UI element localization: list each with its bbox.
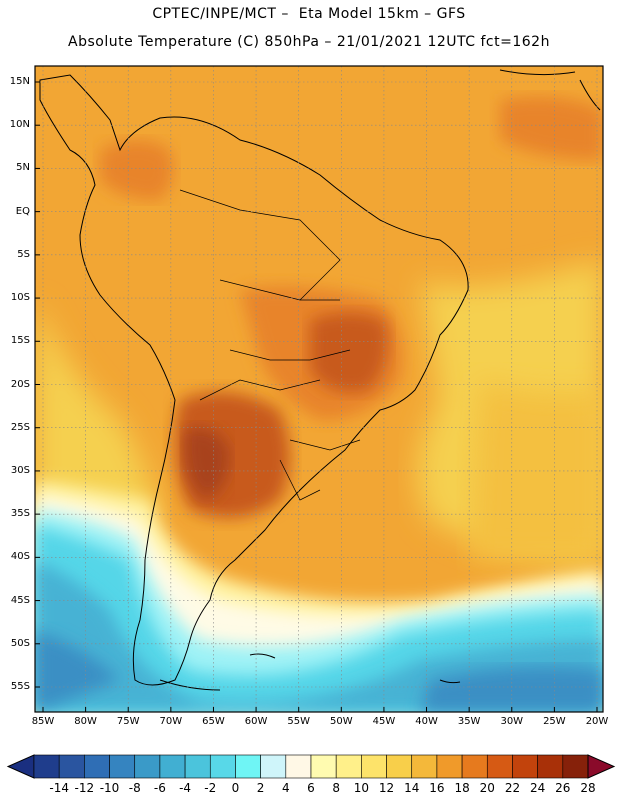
colorbar-label: 24: [529, 781, 546, 795]
colorbar-label: 6: [307, 781, 315, 795]
lon-label: 30W: [500, 716, 524, 727]
colorbar-swatch: [209, 754, 236, 779]
lon-label: 75W: [116, 716, 140, 727]
lat-label: 10S: [10, 292, 30, 304]
colorbar-label: -8: [128, 781, 141, 795]
colorbar-swatch: [58, 754, 85, 779]
colorbar-swatch: [411, 754, 438, 779]
colorbar-swatch: [386, 754, 413, 779]
lat-label: 55S: [10, 681, 30, 692]
colorbar-label: 26: [555, 781, 571, 795]
colorbar-label: 4: [281, 781, 290, 795]
colorbar-swatch: [436, 754, 463, 779]
lon-label: 55W: [287, 716, 310, 727]
colorbar-label: 18: [454, 781, 470, 795]
colorbar-swatch: [361, 754, 387, 779]
colorbar-label: -4: [179, 781, 192, 795]
colorbar-swatch: [486, 754, 513, 779]
lat-label: 5S: [17, 248, 30, 260]
lon-label: 85W: [31, 716, 55, 727]
lat-label: 5N: [16, 162, 30, 174]
lat-label: 10N: [9, 119, 30, 131]
lon-label: 45W: [372, 716, 396, 727]
lon-label: 40W: [415, 716, 438, 727]
colorbar-swatch: [184, 754, 211, 779]
colorbar-swatch: [335, 754, 362, 779]
colorbar-swatch: [134, 754, 161, 779]
colorbar-swatch: [310, 754, 337, 779]
map-frame: [34, 65, 604, 713]
lon-label: 80W: [74, 716, 97, 727]
map-title: CPTEC/INPE/MCT – Eta Model 15km – GFS: [152, 6, 466, 22]
colorbar-label: -12: [74, 781, 95, 795]
lat-label: 30S: [10, 464, 30, 476]
colorbar-under-arrow: [6, 754, 35, 779]
temperature-field: [35, 66, 603, 712]
colorbar-swatch: [84, 754, 110, 779]
graticule: [35, 66, 603, 712]
colorbar-label: -14: [49, 781, 69, 795]
lon-label: 60W: [244, 716, 268, 727]
colorbar-swatch: [562, 754, 589, 779]
lat-label: 20S: [10, 378, 30, 390]
lon-label: 65W: [202, 716, 225, 727]
lat-label: EQ: [15, 205, 30, 217]
colorbar-label: 12: [378, 781, 395, 795]
axis-ticks: [35, 81, 598, 712]
lat-label: 35S: [10, 508, 30, 520]
lon-label: 70W: [159, 716, 183, 727]
colorbar-label: 28: [580, 781, 596, 795]
colorbar-swatch: [109, 754, 136, 779]
colorbar: [6, 754, 616, 779]
lat-label: 25S: [10, 421, 30, 433]
lon-label: 20W: [585, 716, 609, 727]
colorbar-label: 14: [404, 781, 420, 795]
lon-label: 35W: [457, 716, 481, 727]
colorbar-label: 20: [479, 781, 495, 795]
country-borders: [179, 189, 361, 501]
colorbar-label: 16: [429, 781, 445, 795]
lat-label: 15N: [9, 76, 30, 87]
lat-label: 50S: [10, 637, 30, 649]
colorbar-label: 10: [353, 781, 369, 795]
colorbar-swatch: [235, 754, 261, 779]
lon-label: 25W: [543, 716, 566, 727]
colorbar-swatch: [537, 754, 564, 779]
colorbar-swatch: [285, 754, 312, 779]
colorbar-swatch: [159, 754, 186, 779]
lat-label: 45S: [10, 594, 30, 606]
colorbar-label: 22: [504, 781, 521, 795]
colorbar-label: 0: [231, 781, 240, 795]
lon-label: 50W: [329, 716, 353, 727]
colorbar-label: 8: [332, 781, 340, 795]
lat-label: 15S: [10, 335, 30, 347]
colorbar-swatch: [260, 754, 287, 779]
lat-label: 40S: [10, 551, 30, 563]
colorbar-swatch: [461, 754, 488, 779]
colorbar-swatch: [512, 754, 538, 779]
colorbar-label: -10: [99, 781, 120, 795]
colorbar-label: -2: [204, 781, 217, 795]
map-subtitle: Absolute Temperature (C) 850hPa – 21/01/…: [68, 34, 550, 50]
coastlines: [39, 69, 601, 691]
colorbar-label: -6: [153, 781, 166, 795]
colorbar-swatch: [33, 754, 60, 779]
colorbar-label: 2: [256, 781, 265, 795]
colorbar-over-arrow: [587, 754, 616, 779]
